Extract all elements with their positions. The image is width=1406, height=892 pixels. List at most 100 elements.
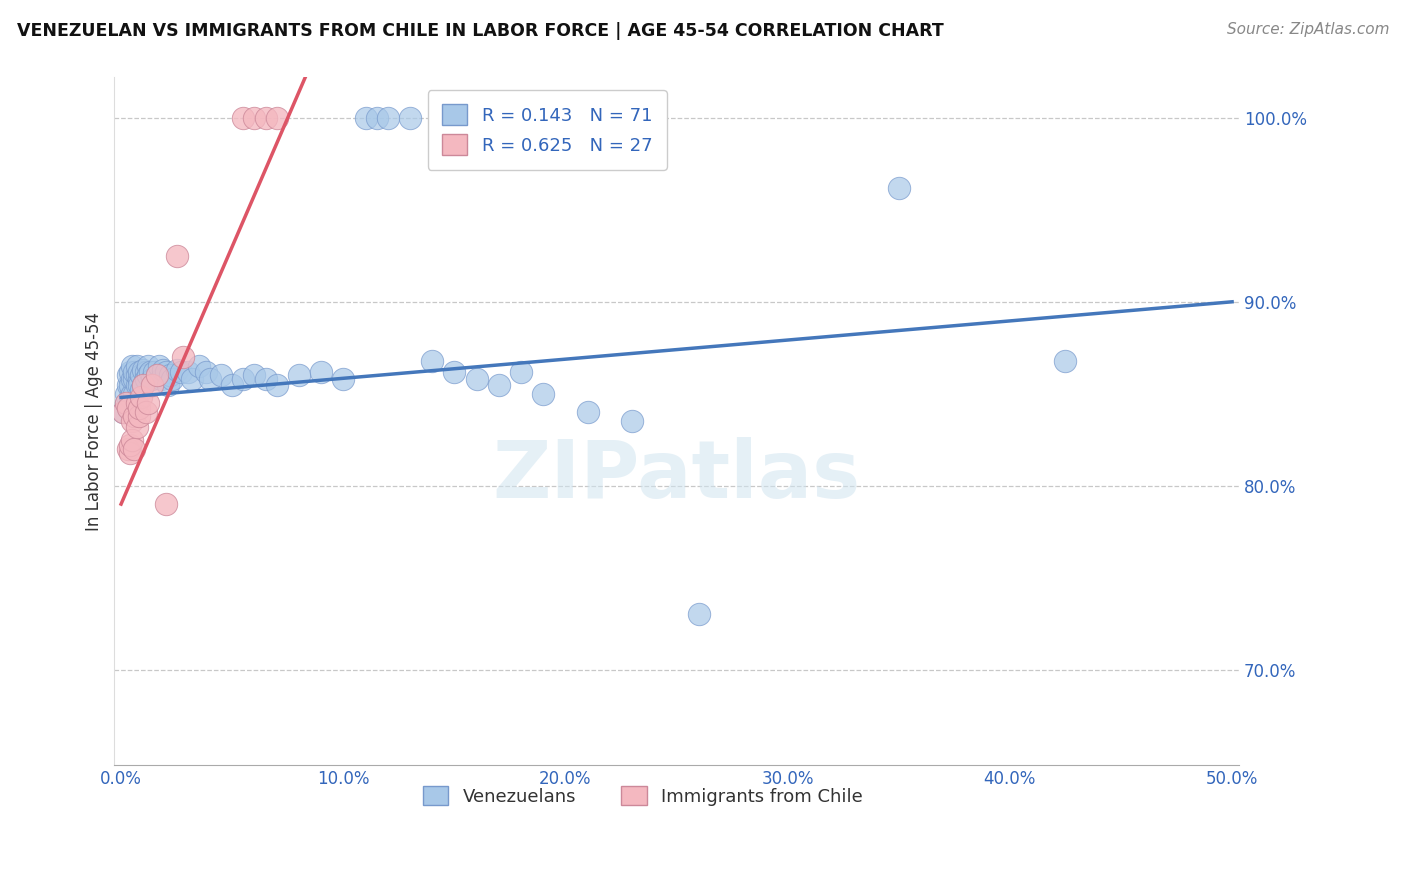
Point xyxy=(254,372,277,386)
Point xyxy=(198,372,221,386)
Point xyxy=(125,420,148,434)
Point xyxy=(621,414,644,428)
Text: ZIPatlas: ZIPatlas xyxy=(492,437,860,516)
Point xyxy=(134,365,156,379)
Text: Source: ZipAtlas.com: Source: ZipAtlas.com xyxy=(1226,22,1389,37)
Point xyxy=(124,409,146,423)
Point xyxy=(366,111,388,125)
Point xyxy=(420,353,443,368)
Point xyxy=(121,372,143,386)
Point xyxy=(399,111,422,125)
Point xyxy=(117,442,139,456)
Point xyxy=(124,442,146,456)
Point xyxy=(177,365,200,379)
Point xyxy=(143,365,166,379)
Point xyxy=(118,445,141,459)
Point xyxy=(117,401,139,416)
Point xyxy=(266,111,288,125)
Point xyxy=(129,391,152,405)
Point xyxy=(354,111,377,125)
Point xyxy=(134,372,156,386)
Point xyxy=(145,368,167,383)
Point xyxy=(141,377,163,392)
Point xyxy=(152,363,174,377)
Point xyxy=(125,359,148,373)
Point xyxy=(243,111,266,125)
Point xyxy=(288,368,311,383)
Point xyxy=(172,350,194,364)
Point xyxy=(155,497,177,511)
Point xyxy=(194,365,217,379)
Point xyxy=(129,383,152,397)
Point xyxy=(132,363,155,377)
Point xyxy=(465,372,488,386)
Point xyxy=(266,377,288,392)
Point xyxy=(170,365,193,379)
Point xyxy=(121,386,143,401)
Point xyxy=(134,405,156,419)
Point xyxy=(332,372,354,386)
Point xyxy=(232,111,254,125)
Point xyxy=(117,368,139,383)
Point xyxy=(166,249,188,263)
Point xyxy=(118,365,141,379)
Point xyxy=(114,386,136,401)
Point xyxy=(221,377,243,392)
Point xyxy=(125,377,148,392)
Point xyxy=(136,359,159,373)
Point xyxy=(254,111,277,125)
Point xyxy=(121,359,143,373)
Point xyxy=(132,377,155,392)
Point xyxy=(688,607,710,622)
Point xyxy=(128,365,150,379)
Point xyxy=(129,368,152,383)
Point xyxy=(114,396,136,410)
Point xyxy=(141,372,163,386)
Point xyxy=(488,377,510,392)
Point xyxy=(160,372,183,386)
Point xyxy=(145,368,167,383)
Point xyxy=(148,359,170,373)
Point xyxy=(118,438,141,452)
Point xyxy=(155,365,177,379)
Point xyxy=(531,386,554,401)
Text: VENEZUELAN VS IMMIGRANTS FROM CHILE IN LABOR FORCE | AGE 45-54 CORRELATION CHART: VENEZUELAN VS IMMIGRANTS FROM CHILE IN L… xyxy=(17,22,943,40)
Point xyxy=(125,396,148,410)
Point xyxy=(114,396,136,410)
Point xyxy=(124,372,146,386)
Point xyxy=(124,386,146,401)
Point xyxy=(136,368,159,383)
Point xyxy=(377,111,399,125)
Point xyxy=(209,368,232,383)
Point xyxy=(139,365,162,379)
Point xyxy=(132,377,155,392)
Point xyxy=(576,405,599,419)
Point xyxy=(112,405,135,419)
Point xyxy=(1054,353,1077,368)
Point xyxy=(117,401,139,416)
Point xyxy=(243,368,266,383)
Y-axis label: In Labor Force | Age 45-54: In Labor Force | Age 45-54 xyxy=(86,312,103,531)
Point xyxy=(125,368,148,383)
Point xyxy=(166,363,188,377)
Point xyxy=(121,414,143,428)
Point xyxy=(128,401,150,416)
Point xyxy=(117,377,139,392)
Point xyxy=(309,365,332,379)
Point xyxy=(136,396,159,410)
Point xyxy=(443,365,465,379)
Point xyxy=(112,405,135,419)
Point xyxy=(128,409,150,423)
Point xyxy=(118,377,141,392)
Point xyxy=(187,359,209,373)
Point xyxy=(887,181,910,195)
Point xyxy=(118,391,141,405)
Point xyxy=(121,433,143,447)
Point xyxy=(510,365,533,379)
Point xyxy=(150,372,173,386)
Point xyxy=(159,368,181,383)
Point xyxy=(181,372,204,386)
Point xyxy=(156,377,179,392)
Point xyxy=(128,377,150,392)
Point xyxy=(232,372,254,386)
